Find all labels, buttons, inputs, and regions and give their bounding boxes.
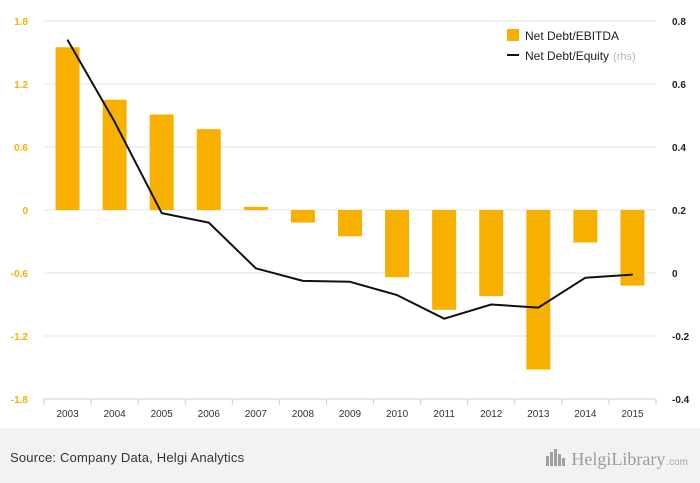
x-tick-label-2005: 2005 (151, 409, 174, 420)
legend-swatch-net-debt-ebitda (507, 29, 519, 41)
x-tick-label-2011: 2011 (433, 409, 455, 420)
y-left-tick-label-1: 1.2 (14, 80, 28, 91)
y-right-tick-label-5: -0.2 (672, 332, 690, 343)
line-point-2013 (537, 307, 539, 309)
bar-2003 (55, 47, 80, 210)
x-tick-label-2008: 2008 (292, 409, 315, 420)
legend-label-net-debt-equity: Net Debt/Equity (rhs) (525, 49, 636, 63)
chart: 2003 2004 2005 2006 2007 2008 2009 2010 2011 2012… (11, 17, 690, 420)
bar-series-net-debt-ebitda (55, 47, 645, 370)
logo-text: HelgiLibrary (571, 449, 666, 469)
x-tick-label-2006: 2006 (198, 409, 221, 420)
x-tick-label-2014: 2014 (574, 409, 597, 420)
footer: Source: Company Data, Helgi Analytics He… (0, 428, 700, 483)
line-point-2003 (67, 39, 69, 41)
bar-2010 (385, 210, 410, 278)
x-tick-label-2013: 2013 (527, 409, 550, 420)
city-skyline-icon (545, 447, 567, 472)
bar-2012 (479, 210, 504, 297)
x-axis: 2003 2004 2005 2006 2007 2008 2009 2010 2011 2012… (43, 398, 657, 420)
x-tick-label-2003: 2003 (56, 409, 79, 420)
y-right-tick-label-3: 0.2 (672, 206, 686, 217)
line-point-2012 (490, 304, 492, 305)
y-axis-right: 0.8 0.6 0.4 0.2 0 -0.2 -0.4 (672, 17, 690, 406)
line-point-2004 (114, 121, 116, 123)
bar-2013 (526, 210, 551, 370)
line-point-2009 (349, 281, 351, 283)
x-tick-label-2015: 2015 (621, 409, 644, 420)
bar-2009 (338, 210, 362, 237)
y-left-tick-label-2: 0.6 (14, 143, 28, 154)
helgi-library-logo[interactable]: HelgiLibrary .com (545, 447, 688, 472)
y-right-tick-label-1: 0.6 (672, 80, 686, 91)
y-left-tick-label-0: 1.8 (14, 17, 28, 28)
y-right-tick-label-6: -0.4 (672, 395, 690, 406)
x-tick-label-2010: 2010 (386, 409, 409, 420)
y-right-tick-label-4: 0 (672, 269, 678, 280)
bar-2007 (243, 206, 268, 210)
y-right-tick-label-0: 0.8 (672, 17, 686, 28)
line-point-2007 (255, 267, 257, 269)
line-point-2006 (208, 222, 210, 224)
line-point-2014 (584, 277, 586, 279)
x-tick-label-2012: 2012 (480, 409, 503, 420)
x-tick-label-2007: 2007 (245, 409, 268, 420)
bar-2006 (196, 129, 221, 210)
y-left-tick-label-4: -0.6 (11, 269, 29, 280)
y-left-tick-label-3: 0 (22, 206, 28, 217)
line-point-2011 (443, 318, 445, 320)
line-point-2010 (396, 294, 398, 296)
bar-2004 (102, 99, 127, 210)
source-text: Source: Company Data, Helgi Analytics (10, 450, 245, 465)
bar-2008 (290, 210, 315, 223)
line-series-net-debt-equity (66, 39, 633, 320)
x-tick-label-2009: 2009 (339, 409, 362, 420)
bar-2015 (620, 210, 645, 286)
grid-lines (44, 20, 656, 337)
line-point-2015 (631, 274, 633, 276)
bar-2011 (432, 210, 457, 310)
line-point-2008 (302, 280, 304, 282)
y-left-tick-label-6: -1.8 (11, 395, 29, 406)
legend: Net Debt/EBITDA Net Debt/Equity (rhs) (507, 29, 636, 63)
x-tick-label-2004: 2004 (103, 409, 126, 420)
legend-label-net-debt-ebitda: Net Debt/EBITDA (525, 29, 619, 43)
bar-2005 (149, 114, 174, 210)
y-left-tick-label-5: -1.2 (11, 332, 29, 343)
y-axis-left: 1.8 1.2 0.6 0 -0.6 -1.2 -1.8 (11, 17, 29, 406)
logo-tld: .com (666, 457, 688, 468)
line-point-2005 (161, 212, 163, 214)
y-right-tick-label-2: 0.4 (672, 143, 686, 154)
bar-2014 (573, 210, 598, 243)
